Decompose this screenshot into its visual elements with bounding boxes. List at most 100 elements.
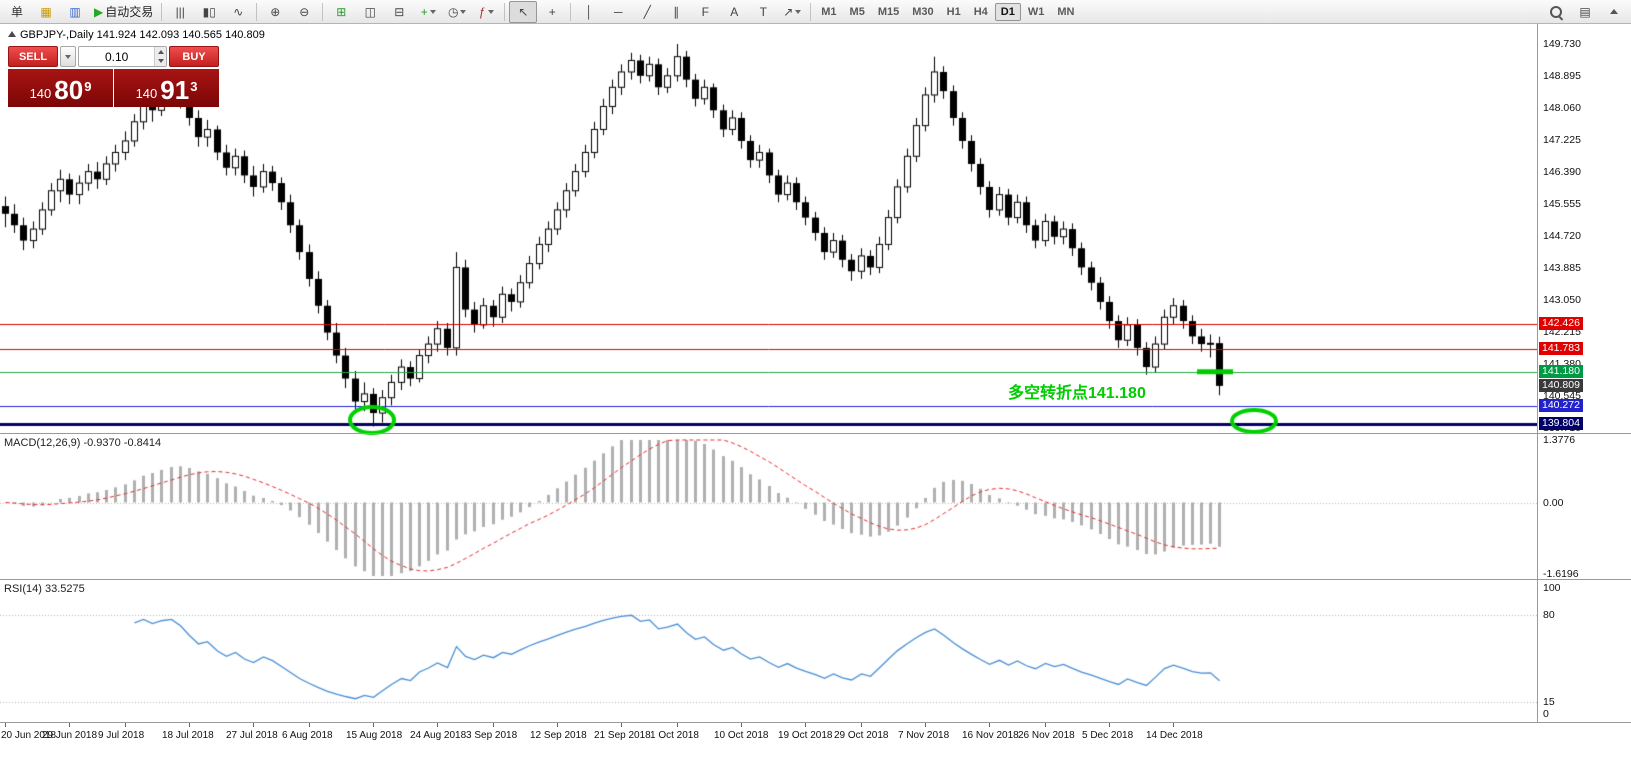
shapes-icon: ↗	[783, 4, 794, 19]
fibonacci-button[interactable]: F	[691, 1, 719, 23]
timeframe-mn[interactable]: MN	[1057, 5, 1075, 18]
vertical-line-button[interactable]: │	[575, 1, 603, 23]
rsi-axis-label: 80	[1543, 608, 1555, 621]
timeframe-m1[interactable]: M1	[821, 5, 837, 18]
candlestick-chart-button[interactable]: ▮▯	[195, 1, 223, 23]
time-axis-label: 10 Oct 2018	[714, 730, 769, 741]
timeframe-w1[interactable]: W1	[1027, 5, 1045, 18]
time-axis-tick	[437, 723, 438, 727]
chevron-down-icon	[460, 9, 467, 14]
new-order-button[interactable]: 单	[3, 1, 31, 23]
rsi-axis-label: 15	[1543, 695, 1555, 708]
line-price-tag: 139.804	[1539, 417, 1583, 431]
price-axis-label: 140.545	[1543, 390, 1581, 402]
buy-price-display[interactable]: 140 91 3	[114, 69, 219, 107]
toolbar-separator	[256, 2, 258, 21]
equidistant-channel-button[interactable]: ∥	[662, 1, 690, 23]
chart-profiles-button[interactable]: ▦	[32, 1, 60, 23]
time-axis-border	[0, 722, 1631, 723]
new-chart-button[interactable]: +	[414, 1, 442, 23]
crosshair-icon: +	[548, 4, 556, 19]
line-chart-button[interactable]: ∿	[224, 1, 252, 23]
zoom-out-icon: ⊖	[299, 4, 310, 19]
zoom-in-button[interactable]: ⊕	[261, 1, 289, 23]
timeframe-m15[interactable]: M15	[877, 5, 900, 18]
toolbar-separator	[504, 2, 506, 21]
sell-price-display[interactable]: 140 80 9	[8, 69, 113, 107]
crosshair-button[interactable]: +	[538, 1, 566, 23]
time-axis[interactable]: 20 Jun 2018 29 Jun 2018 9 Jul 2018 18 Jul 2…	[0, 723, 1631, 767]
timeframe-h4[interactable]: H4	[973, 5, 988, 18]
time-axis-label: 12 Sep 2018	[530, 730, 587, 741]
chart-title: GBPJPY-,Daily 141.924 142.093 140.565 14…	[20, 29, 265, 41]
lot-increase-button[interactable]	[155, 47, 166, 57]
time-axis-tick	[373, 723, 374, 727]
chart-list-button[interactable]: ▤	[1571, 1, 1599, 23]
zoom-in-icon: ⊕	[270, 4, 281, 19]
lot-size-input[interactable]	[79, 47, 155, 66]
shapes-button[interactable]: ↗	[778, 1, 806, 23]
macd-axis-label: 1.3776	[1543, 434, 1576, 446]
trendline-button[interactable]: ╱	[633, 1, 661, 23]
equidistant-channel-icon: ∥	[673, 4, 680, 19]
price-axis[interactable]: 149.730 148.895 148.060 147.225 146.390 145.5…	[1538, 24, 1631, 722]
cascade-windows-button[interactable]: ⊟	[385, 1, 413, 23]
pane-separator-main-macd[interactable]	[0, 433, 1631, 434]
chart-cycles-button[interactable]: ◷	[443, 1, 471, 23]
time-axis-tick	[5, 723, 6, 727]
time-axis-label: 3 Sep 2018	[466, 730, 518, 741]
one-click-trading-panel: SELL BUY 140 80 9 140 91 3	[8, 46, 219, 107]
search-button[interactable]	[1542, 1, 1570, 23]
time-axis-label: 14 Dec 2018	[1146, 730, 1203, 741]
chevron-down-icon	[429, 9, 436, 14]
cursor-button[interactable]: ↖	[509, 0, 538, 23]
chart-list-icon: ▤	[1579, 4, 1591, 19]
price-axis-label: 149.730	[1543, 38, 1581, 50]
data-window-button[interactable]: ▥	[61, 1, 89, 23]
horizontal-line-icon: ─	[613, 4, 623, 19]
auto-trading-button-label: 自动交易	[105, 5, 154, 19]
time-axis-label: 24 Aug 2018	[410, 730, 467, 741]
tile-windows-icon: ◫	[364, 4, 376, 19]
pane-separator-macd-rsi[interactable]	[0, 579, 1631, 580]
ask-prefix: 140	[135, 86, 158, 101]
order-options-dropdown[interactable]	[60, 46, 76, 67]
sell-button[interactable]: SELL	[8, 46, 58, 67]
time-axis-label: 6 Aug 2018	[282, 730, 333, 741]
bar-chart-button[interactable]: |||	[166, 1, 194, 23]
timeframe-m30[interactable]: M30	[912, 5, 934, 18]
candlestick-chart-icon: ▮▯	[202, 4, 216, 19]
auto-trading-button[interactable]: ▶ 自动交易	[90, 1, 157, 23]
time-axis-tick	[1045, 723, 1046, 727]
time-axis-label: 29 Jun 2018	[42, 730, 98, 741]
price-axis-label: 146.390	[1543, 166, 1581, 178]
indicators-button[interactable]: ƒ	[472, 1, 500, 23]
auto-trading-icon: ▶	[94, 4, 104, 19]
buy-button[interactable]: BUY	[169, 46, 219, 67]
ask-main: 91	[160, 75, 190, 105]
grid-icon: ⊞	[336, 4, 347, 19]
time-axis-tick	[1173, 723, 1174, 727]
lot-size-field	[78, 46, 167, 67]
price-axis-label: 148.895	[1543, 70, 1581, 82]
new-order-icon: 单	[10, 4, 23, 19]
time-axis-tick	[493, 723, 494, 727]
price-axis-label: 144.720	[1543, 230, 1581, 242]
tile-windows-button[interactable]: ◫	[356, 1, 384, 23]
panel-collapse-icon[interactable]	[8, 31, 16, 37]
timeframe-d1[interactable]: D1	[994, 2, 1021, 21]
trade-prices-row: 140 80 9 140 91 3	[8, 69, 219, 107]
text-button[interactable]: A	[720, 1, 748, 23]
scroll-up-button[interactable]	[1600, 1, 1628, 23]
timeframe-h1[interactable]: H1	[946, 5, 961, 18]
timeframe-m5[interactable]: M5	[849, 5, 865, 18]
label-icon: T	[759, 4, 767, 19]
label-button[interactable]: T	[749, 1, 777, 23]
horizontal-line-button[interactable]: ─	[604, 1, 632, 23]
toolbar-separator	[322, 2, 324, 21]
chart-canvas[interactable]	[0, 24, 1537, 722]
zoom-out-button[interactable]: ⊖	[290, 1, 318, 23]
grid-button[interactable]: ⊞	[327, 1, 355, 23]
time-axis-tick	[741, 723, 742, 727]
lot-decrease-button[interactable]	[155, 56, 166, 66]
